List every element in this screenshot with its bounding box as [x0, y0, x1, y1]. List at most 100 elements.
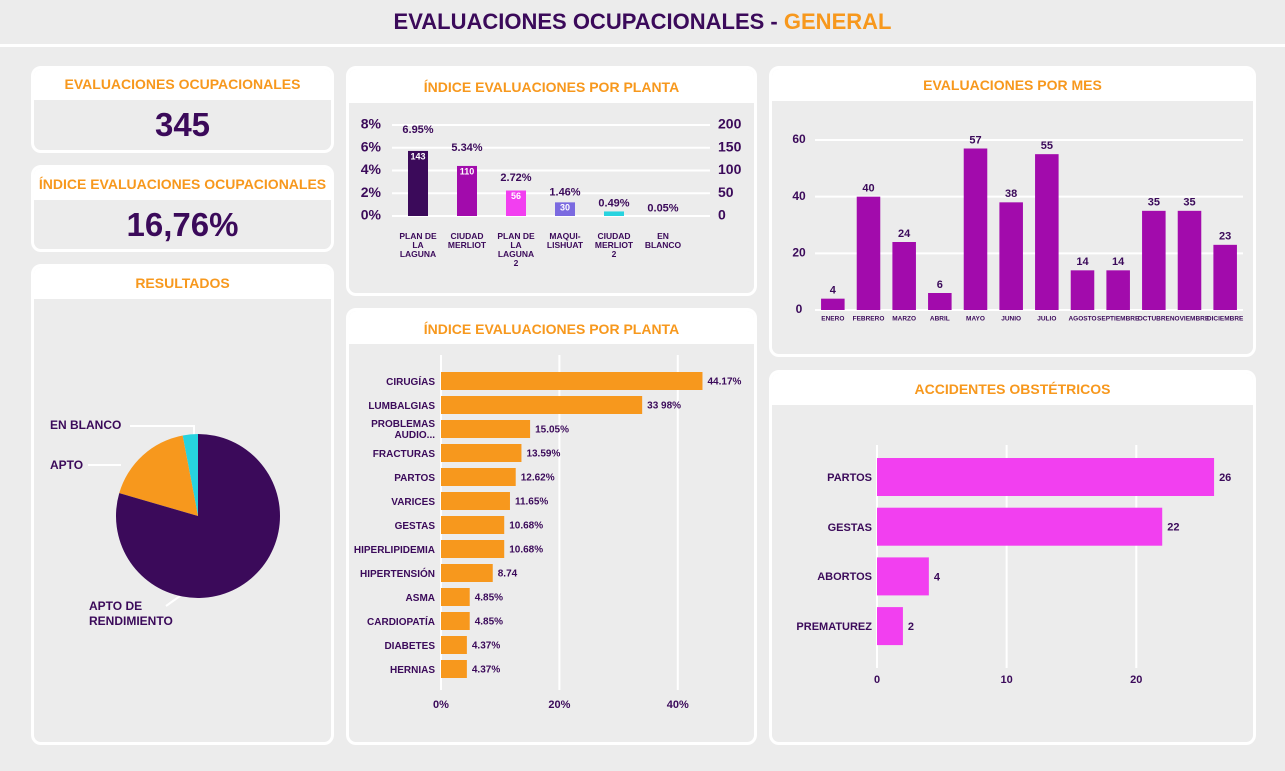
bar — [408, 150, 428, 216]
bar — [877, 557, 929, 596]
y-tick-label: ABORTOS — [817, 571, 872, 584]
title-bar: EVALUACIONES OCUPACIONALES - GENERAL — [0, 9, 1285, 35]
percent-label: 1.46% — [549, 186, 580, 198]
bar — [457, 165, 477, 216]
bar — [604, 211, 624, 216]
x-tick-label: NOVIEMBRE — [1170, 316, 1210, 323]
leader-line — [130, 425, 195, 436]
bar-value-label: 110 — [460, 166, 475, 176]
bar — [877, 458, 1215, 496]
kpi-title: ÍNDICE EVALUACIONES OCUPACIONALES — [34, 168, 331, 200]
y-tick-label: PREMATUREZ — [796, 621, 872, 634]
y-tick-label: FRACTURAS — [372, 448, 435, 460]
x-tick-label: 20% — [548, 699, 570, 711]
y2-tick-label: 100 — [718, 161, 742, 177]
bar — [441, 372, 703, 390]
bar — [1177, 210, 1202, 310]
title-highlight: GENERAL — [783, 9, 892, 34]
bar-value-label: 4 — [830, 285, 837, 297]
x-tick-label: CIUDAD MERLIOT 2 — [594, 231, 634, 259]
bar — [441, 516, 505, 534]
bar-value-label: 14 — [1076, 256, 1089, 268]
x-tick-label: AGOSTO — [1068, 316, 1096, 323]
x-tick-label: PLAN DE LA LAGUNA 2 — [497, 231, 535, 268]
bar — [928, 293, 952, 310]
x-tick-label: CIUDAD MERLIOT — [447, 231, 487, 250]
bar-value-label: 4.85% — [475, 617, 503, 628]
bar-value-label: 57 — [969, 134, 981, 146]
bar-value-label: 26 — [1219, 472, 1231, 484]
pie-panel: RESULTADOS — [31, 264, 334, 745]
bar — [441, 492, 510, 510]
x-tick-label: 0% — [433, 699, 449, 711]
y-tick-label: HIPERLIPIDEMIA — [353, 544, 435, 556]
x-tick-label: OCTUBRE — [1138, 316, 1171, 323]
y2-tick-label: 0 — [718, 207, 726, 223]
bar — [441, 444, 522, 462]
x-tick-label: PLAN DE LA LAGUNA — [399, 231, 437, 259]
kpi-value: 345 — [154, 106, 211, 143]
x-tick-label: 40% — [667, 699, 689, 711]
title-rule — [0, 44, 1285, 47]
x-tick-label: DICIEMBRE — [1207, 316, 1244, 323]
percent-label: 6.95% — [402, 124, 433, 136]
pie-label: EN BLANCO — [50, 418, 122, 432]
panel-title: ÍNDICE EVALUACIONES POR PLANTA — [349, 69, 754, 103]
y-tick-label: 0 — [796, 302, 803, 316]
y-tick-label: 6% — [361, 138, 382, 154]
y-tick-label: CARDIOPATÍA — [367, 616, 435, 628]
bar-value-label: 24 — [898, 228, 911, 240]
x-tick-label: ABRIL — [930, 316, 950, 323]
x-tick-label: FEBRERO — [853, 316, 885, 323]
y-tick-label: ASMA — [405, 592, 435, 604]
bar — [441, 612, 470, 630]
bar — [441, 468, 516, 486]
bar-value-label: 143 — [410, 151, 425, 161]
bar-value-label: 2 — [908, 621, 914, 633]
x-tick-label: EN BLANCO — [644, 231, 682, 250]
x-tick-label: 0 — [874, 674, 880, 686]
y-tick-label: VARICES — [391, 496, 435, 508]
y-tick-label: HERNIAS — [389, 664, 435, 676]
y-tick-label: 8% — [361, 116, 382, 132]
percent-label: 0.49% — [598, 197, 629, 209]
kpi-value: 16,76% — [126, 206, 239, 243]
bar-value-label: 30 — [560, 203, 570, 213]
pie-label: APTO DE RENDIMIENTO — [89, 599, 173, 628]
bar-value-label: 22 — [1167, 522, 1179, 534]
title: EVALUACIONES OCUPACIONALES - — [393, 9, 778, 34]
leader-line — [165, 595, 181, 607]
bar — [877, 507, 1163, 546]
panel-title: RESULTADOS — [34, 267, 331, 299]
bar — [892, 242, 916, 310]
kpi-title: EVALUACIONES OCUPACIONALES — [34, 69, 331, 100]
pie-label: APTO — [50, 458, 84, 472]
bar — [821, 298, 845, 310]
y-tick-label: 60 — [792, 132, 806, 146]
x-tick-label: SEPTIEMBRE — [1097, 316, 1140, 323]
panel-title: ÍNDICE EVALUACIONES POR PLANTA — [349, 311, 754, 344]
y-tick-label: 0% — [361, 207, 382, 223]
bar — [441, 588, 470, 606]
bar-value-label: 4.37% — [472, 641, 500, 652]
bar-value-label: 10.68% — [509, 545, 543, 556]
x-tick-label: JUNIO — [1001, 316, 1021, 323]
bar-value-label: 12.62% — [521, 473, 555, 484]
y-tick-label: 2% — [361, 184, 382, 200]
y-tick-label: DIABETES — [384, 640, 435, 652]
y-tick-label: GESTAS — [827, 521, 872, 534]
bar — [441, 396, 643, 414]
bar-value-label: 14 — [1112, 256, 1125, 268]
bar-value-label: 11.65% — [515, 497, 548, 508]
y-tick-label: PARTOS — [827, 472, 872, 484]
y2-tick-label: 50 — [718, 184, 734, 200]
bar — [555, 202, 575, 216]
bar-value-label: 4.37% — [472, 665, 500, 676]
panel-title: ACCIDENTES OBSTÉTRICOS — [772, 373, 1253, 405]
bar-value-label: 56 — [511, 191, 521, 201]
bar — [877, 607, 903, 646]
obst-panel: ACCIDENTES OBSTÉTRICOS — [769, 370, 1256, 745]
